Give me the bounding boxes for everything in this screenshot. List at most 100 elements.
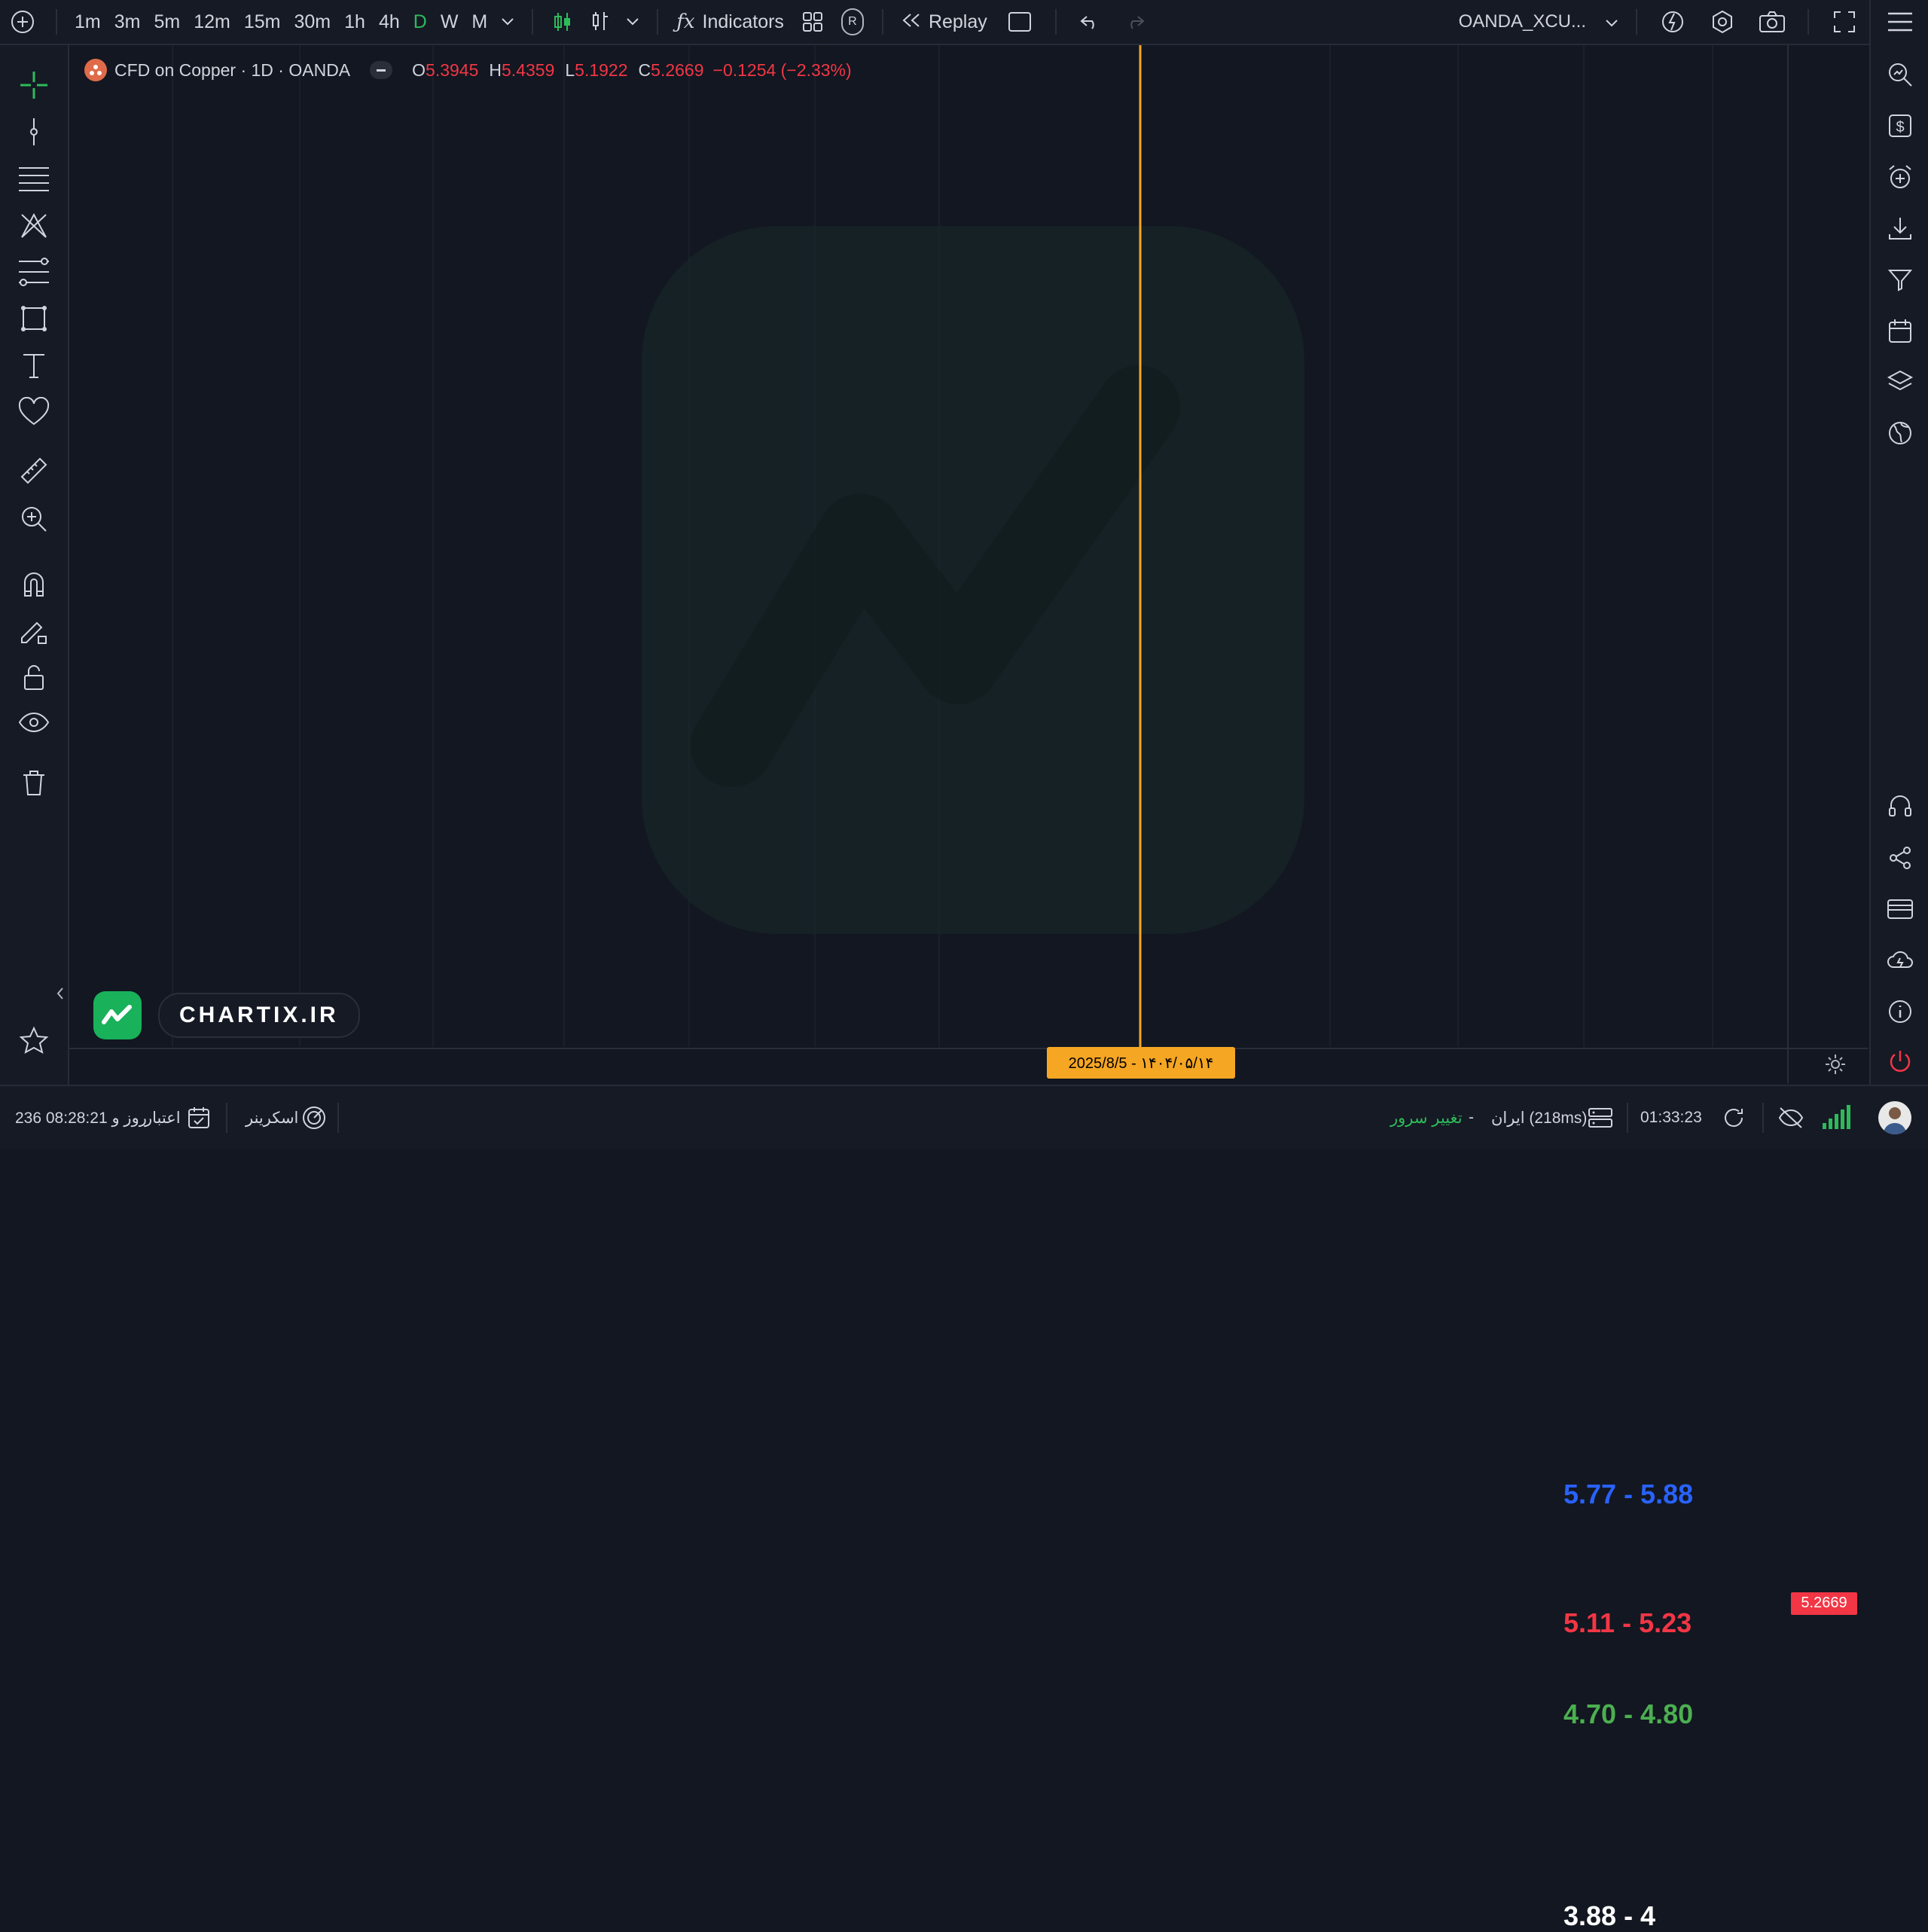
timeframe-dropdown-icon[interactable] bbox=[494, 0, 521, 44]
fib-retracement-icon[interactable] bbox=[15, 253, 53, 291]
copper-symbol-icon bbox=[84, 59, 107, 81]
symbol-label: OANDA_XCU... bbox=[1458, 11, 1586, 32]
legend-low-key: L bbox=[565, 60, 575, 80]
download-icon[interactable] bbox=[1881, 209, 1919, 247]
radar-icon[interactable] bbox=[301, 1086, 327, 1149]
rectangle-icon[interactable] bbox=[995, 0, 1045, 44]
settings-gear-icon[interactable] bbox=[1698, 0, 1747, 44]
alarm-add-icon[interactable] bbox=[1881, 158, 1919, 196]
zone-label-support-mid: 4.70 - 4.80 bbox=[1563, 1698, 1694, 1729]
fullscreen-icon[interactable] bbox=[1820, 0, 1869, 44]
legend-low: 5.1922 bbox=[575, 60, 628, 80]
visibility-off-icon[interactable] bbox=[1777, 1086, 1804, 1149]
legend-open: 5.3945 bbox=[426, 60, 479, 80]
pencil-lock-icon[interactable] bbox=[15, 612, 53, 649]
credit-label: اعتبار bbox=[145, 1109, 181, 1127]
r-badge: R bbox=[840, 8, 864, 35]
legend-change: −0.1254 (−2.33%) bbox=[712, 60, 852, 80]
menu-icon[interactable] bbox=[1881, 3, 1919, 41]
timeframe-d[interactable]: D bbox=[413, 11, 427, 32]
timeframe-5m[interactable]: 5m bbox=[154, 11, 181, 32]
pitchfork-icon[interactable] bbox=[15, 206, 53, 244]
avatar[interactable] bbox=[1878, 1086, 1911, 1149]
right-sidebar: $ bbox=[1869, 0, 1928, 1085]
crosshair-icon[interactable] bbox=[15, 66, 53, 104]
credit-value: 236 روز و 08:28:21 bbox=[15, 1109, 147, 1127]
eye-icon[interactable] bbox=[15, 705, 53, 743]
timeframe-12m[interactable]: 12m bbox=[194, 11, 230, 32]
drawing-toolbar bbox=[0, 45, 69, 1085]
chevron-down-icon bbox=[1606, 11, 1618, 32]
legend-open-key: O bbox=[412, 60, 426, 80]
add-symbol-icon[interactable] bbox=[0, 0, 45, 44]
quick-analysis-icon[interactable] bbox=[1648, 0, 1698, 44]
legend-title[interactable]: CFD on Copper · 1D · OANDA bbox=[114, 60, 351, 80]
dash-separator: - bbox=[1469, 1109, 1474, 1126]
fx-icon: ƒx bbox=[676, 11, 695, 33]
change-server-link[interactable]: تغییر سرور bbox=[1390, 1109, 1463, 1127]
zoom-in-icon[interactable] bbox=[15, 500, 53, 538]
timeframe-30m[interactable]: 30m bbox=[294, 11, 331, 32]
share-icon[interactable] bbox=[1881, 839, 1919, 877]
zone-label-resistance-mid: 5.11 - 5.23 bbox=[1563, 1607, 1692, 1638]
lock-icon[interactable] bbox=[15, 658, 53, 696]
trash-icon[interactable] bbox=[15, 764, 53, 801]
collapse-arrow-icon[interactable] bbox=[54, 975, 66, 1012]
refresh-icon[interactable] bbox=[1722, 1086, 1746, 1149]
screener-label[interactable]: اسکرینر bbox=[246, 1109, 299, 1127]
chart-pane[interactable]: 5.77 - 5.88 5.11 - 5.23 4.70 - 4.80 3.88 - … bbox=[68, 45, 1868, 1932]
timeframe-m[interactable]: M bbox=[471, 11, 488, 32]
card-icon[interactable] bbox=[1881, 890, 1919, 928]
info-icon[interactable] bbox=[1881, 993, 1919, 1030]
chart-type-dropdown-icon[interactable] bbox=[619, 0, 646, 44]
chartix-logo: CHARTIX.IR bbox=[93, 991, 360, 1039]
redo-icon[interactable] bbox=[1112, 0, 1158, 44]
symbol-legend: CFD on Copper · 1D · OANDA O 5.3945 H 5.43… bbox=[84, 59, 852, 81]
divider bbox=[56, 9, 57, 35]
zone-label-resistance-top: 5.77 - 5.88 bbox=[1563, 1478, 1694, 1509]
horizontal-lines-icon[interactable] bbox=[15, 160, 53, 197]
timeframe-1h[interactable]: 1h bbox=[344, 11, 365, 32]
signal-strength-icon bbox=[1821, 1086, 1851, 1149]
symbol-selector[interactable]: OANDA_XCU... bbox=[1451, 0, 1625, 44]
globe-icon[interactable] bbox=[1881, 414, 1919, 452]
server-icon[interactable] bbox=[1588, 1086, 1613, 1149]
ruler-icon[interactable] bbox=[15, 452, 53, 490]
calendar-check-icon[interactable] bbox=[187, 1086, 211, 1149]
divider bbox=[1636, 9, 1637, 35]
price-chart[interactable] bbox=[68, 45, 1868, 1932]
divider bbox=[1762, 1103, 1764, 1133]
candles-icon[interactable] bbox=[544, 0, 581, 44]
cloud-icon[interactable] bbox=[1881, 942, 1919, 979]
axis-settings-icon[interactable] bbox=[1824, 1053, 1847, 1079]
timeframe-3m[interactable]: 3m bbox=[114, 11, 141, 32]
alert-badge[interactable]: R bbox=[834, 0, 871, 44]
rectangle-tool-icon[interactable] bbox=[15, 300, 53, 337]
screener-filter-icon[interactable] bbox=[1881, 261, 1919, 298]
current-price-tag: 5.2669 bbox=[1791, 1592, 1857, 1615]
trend-line-icon[interactable] bbox=[15, 113, 53, 151]
timeframe-4h[interactable]: 4h bbox=[378, 11, 400, 32]
legend-toggle-icon[interactable] bbox=[370, 61, 393, 79]
rewind-icon bbox=[901, 11, 921, 33]
bar-type-icon[interactable] bbox=[581, 0, 619, 44]
undo-icon[interactable] bbox=[1067, 0, 1112, 44]
magnet-icon[interactable] bbox=[15, 565, 53, 603]
layers-icon[interactable] bbox=[1881, 363, 1919, 401]
star-icon[interactable] bbox=[15, 1021, 53, 1059]
timeframe-w[interactable]: W bbox=[440, 11, 459, 32]
support-headset-icon[interactable] bbox=[1881, 788, 1919, 826]
replay-button[interactable]: Replay bbox=[894, 0, 995, 44]
timeframe-1m[interactable]: 1m bbox=[75, 11, 101, 32]
indicators-button[interactable]: ƒx Indicators bbox=[669, 0, 792, 44]
camera-icon[interactable] bbox=[1747, 0, 1797, 44]
divider bbox=[657, 9, 659, 35]
power-icon[interactable] bbox=[1881, 1042, 1919, 1080]
search-icon[interactable] bbox=[1881, 56, 1919, 93]
text-tool-icon[interactable] bbox=[15, 346, 53, 384]
dollar-icon[interactable]: $ bbox=[1881, 107, 1919, 145]
calendar-icon[interactable] bbox=[1881, 312, 1919, 349]
layouts-icon[interactable] bbox=[792, 0, 834, 44]
timeframe-15m[interactable]: 15m bbox=[243, 11, 281, 32]
heart-icon[interactable] bbox=[15, 393, 53, 431]
